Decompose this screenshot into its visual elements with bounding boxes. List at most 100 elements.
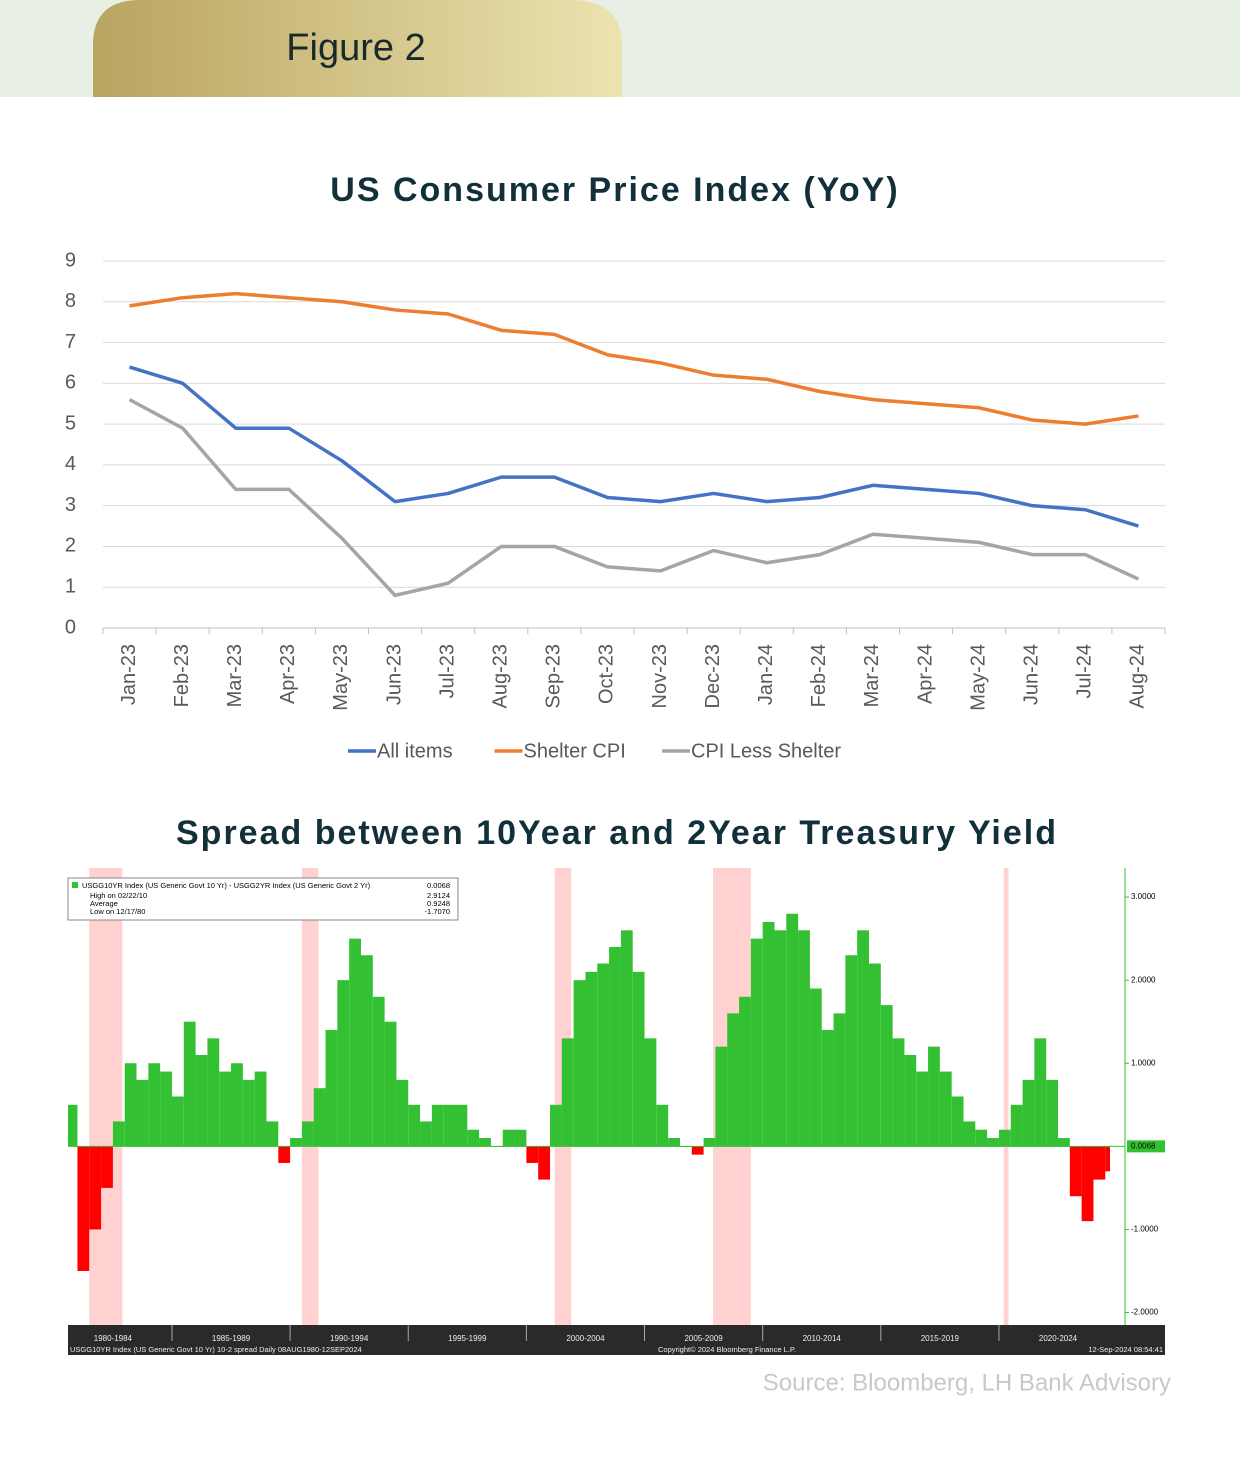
last-value-label: 0.0068 [1131,1141,1156,1150]
spread-bar [715,1046,728,1147]
spread-bar [951,1096,964,1147]
spread-bar [77,1146,90,1271]
x-tick-label: Dec-23 [702,644,724,708]
chart-title: Spread between 10Year and 2Year Treasury… [176,814,1058,852]
spread-bar [219,1071,232,1147]
x-tick-label: Aug-24 [1127,644,1149,709]
x-tick-label: 1980-1984 [94,1334,133,1343]
spread-bar [928,1046,940,1147]
spread-bar [502,1129,515,1147]
footer-left: USGG10YR Index (US Generic Govt 10 Yr) 1… [70,1345,362,1354]
spread-bar [857,930,869,1147]
spread-bar [809,988,822,1147]
spread-bar [762,922,775,1147]
last-value-box [1127,1140,1165,1153]
spread-bar [833,1013,846,1147]
spread-bar [408,1104,421,1147]
y-tick-label: 5 [65,412,76,434]
x-tick-label: Jul-23 [436,644,458,698]
spread-bar [998,1129,1011,1147]
x-tick-label: Jun-24 [1021,644,1043,705]
legend-stat-value: -1.7070 [425,907,450,916]
spread-bar [1010,1104,1023,1147]
x-tick-label: Aug-23 [490,644,512,709]
spread-bar [89,1146,102,1230]
spread-bar [561,1038,574,1147]
spread-bar [880,1005,893,1147]
spread-bar [585,971,598,1147]
x-tick-label: Jul-24 [1074,644,1096,698]
spread-bar [597,963,610,1147]
chart-title: US Consumer Price Index (YoY) [330,171,899,209]
spread-bar [242,1079,255,1147]
x-tick-label: 2000-2004 [566,1334,605,1343]
spread-bar [904,1054,917,1147]
x-tick-label: Mar-24 [861,644,883,707]
spread-bar [124,1063,137,1147]
legend-swatch [72,882,78,888]
spread-bar [821,1030,834,1147]
spread-bar [538,1146,551,1180]
series-line [129,291,1139,426]
x-tick-label: Jan-23 [118,644,140,705]
spread-bar [360,955,373,1147]
spread-bar [1081,1146,1094,1222]
spread-bar [301,1121,314,1147]
x-tick-label: Feb-24 [808,644,830,707]
spread-bar [136,1079,149,1147]
series-line [128,398,1140,598]
y-tick-label: 2.0000 [1131,975,1156,984]
x-tick-label: May-23 [330,644,352,711]
spread-bar [668,1138,680,1147]
spread-bar [420,1121,432,1147]
x-tick-label: Oct-23 [596,644,618,704]
spread-bar [703,1138,716,1147]
spread-bar [526,1146,539,1163]
spread-bar [112,1121,125,1147]
spread-bar [1034,1038,1047,1147]
spread-bar [455,1104,468,1147]
spread-bar [384,1021,397,1147]
legend-stat-name: Average [90,899,118,908]
spread-bar [550,1104,562,1147]
spread-bar [443,1104,456,1147]
spread-bar [207,1038,220,1147]
x-tick-label: Jun-23 [383,644,405,705]
footer-center: Copyright© 2024 Bloomberg Finance L.P. [658,1345,796,1354]
spread-bar [160,1071,172,1147]
series-line [129,365,1139,528]
spread-bar [774,930,787,1147]
y-tick-label: 0 [65,616,76,638]
spread-bar [396,1079,409,1147]
y-tick-label: 4 [65,453,76,475]
spread-bar [609,946,621,1147]
recession-band [1003,868,1009,1325]
spread-bar [431,1104,444,1147]
spread-bar [231,1063,243,1147]
spread-bar [632,971,645,1147]
x-tick-label: 2010-2014 [803,1334,842,1343]
legend-stat-value: 2.9124 [427,891,450,900]
x-tick-label: Nov-23 [649,644,671,708]
x-tick-label: Apr-24 [914,644,936,704]
spread-bar [325,1030,338,1147]
x-tick-label: 2005-2009 [684,1334,723,1343]
header-title: Figure 2 [286,27,425,69]
x-tick-label: Jan-24 [755,644,777,705]
spread-bar [195,1054,208,1147]
legend-stat-value: 0.9248 [427,899,450,908]
spread-bar [1058,1138,1070,1147]
footer-right: 12-Sep-2024 08:54:41 [1088,1345,1163,1354]
spread-bar [372,996,385,1147]
x-tick-label: Sep-23 [543,644,565,709]
spread-bar [963,1121,976,1147]
x-tick-label: 1990-1994 [330,1334,369,1343]
spread-bar [750,938,763,1147]
legend-stat-name: High on 02/22/10 [90,891,147,900]
spread-bar [68,1104,78,1147]
spread-bar [171,1096,184,1147]
spread-bar [939,1071,952,1147]
spread-bar [290,1138,302,1147]
spread-bar [1046,1079,1059,1147]
